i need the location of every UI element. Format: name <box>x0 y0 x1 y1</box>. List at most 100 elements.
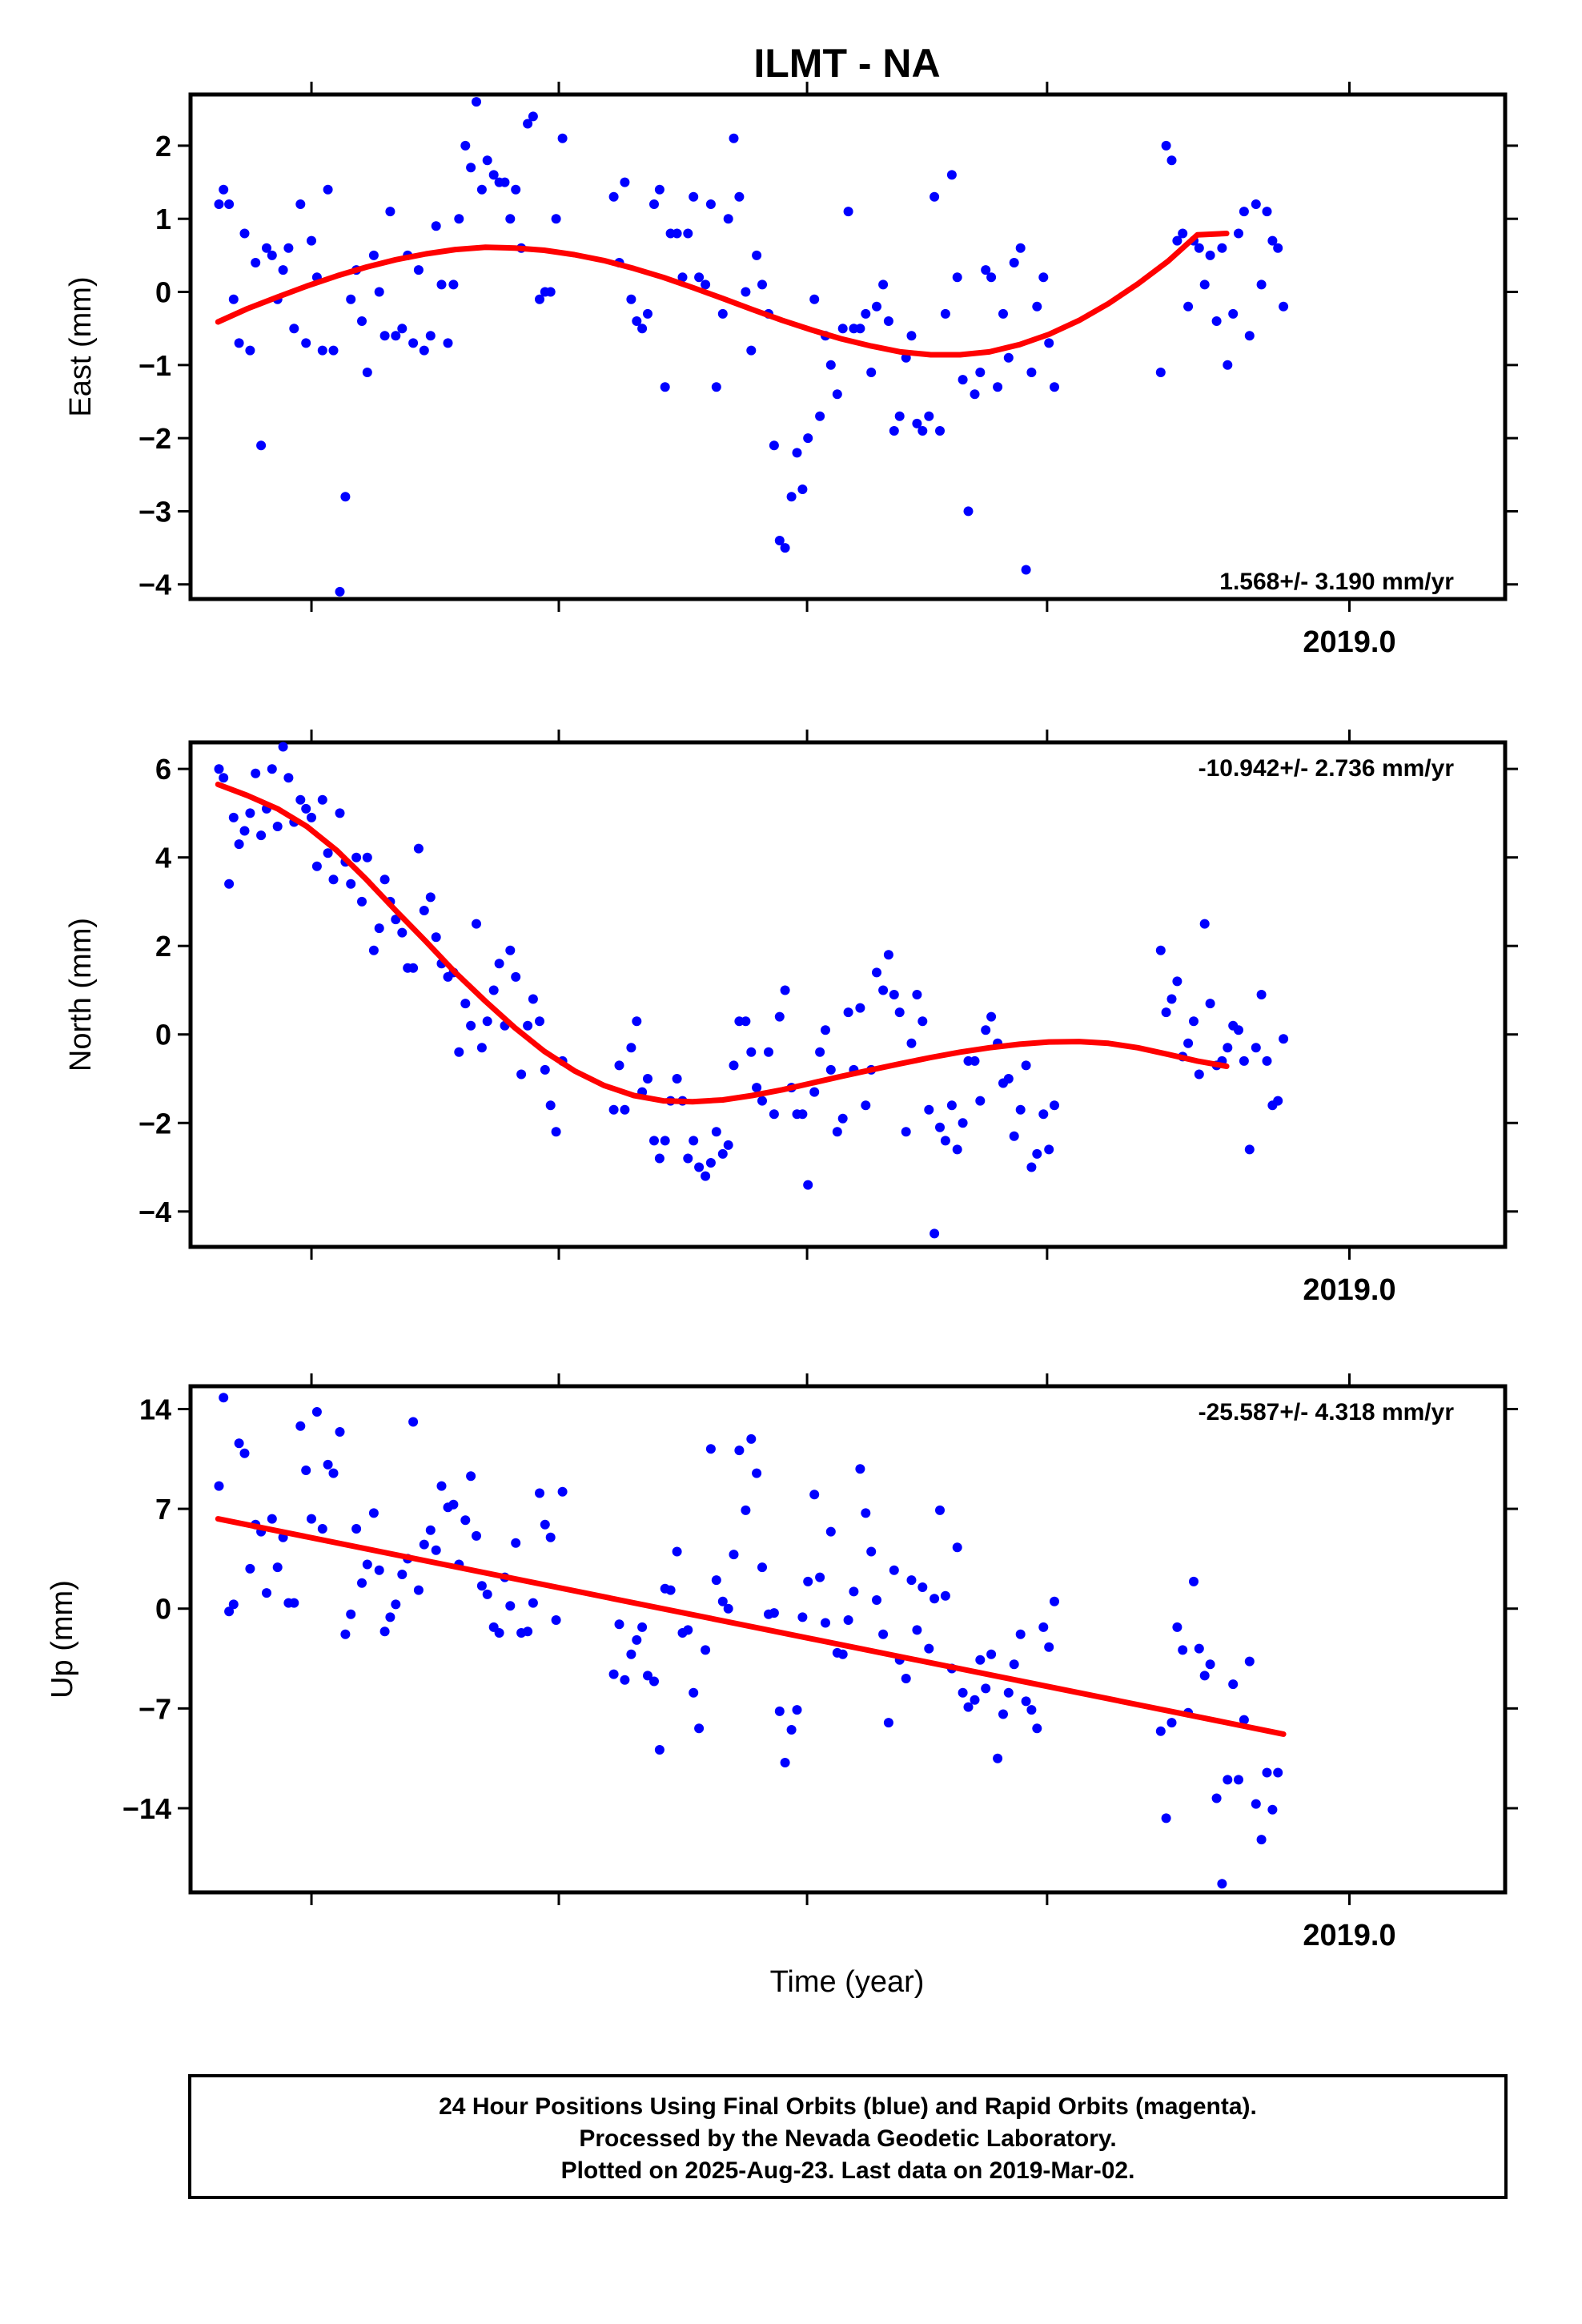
up-data-point <box>1178 1645 1188 1655</box>
north-data-point <box>535 1016 544 1027</box>
up-data-point <box>362 1559 372 1570</box>
north-data-point <box>821 1025 830 1035</box>
north-data-point <box>505 945 516 955</box>
north-data-point <box>861 1100 871 1111</box>
east-ytick-label: −1 <box>139 349 171 382</box>
north-data-point <box>717 1148 728 1159</box>
east-data-point <box>476 184 487 195</box>
north-data-point <box>1183 1038 1194 1048</box>
north-data-point <box>472 919 481 929</box>
up-data-point <box>214 1481 224 1491</box>
up-data-point <box>262 1588 271 1598</box>
north-data-point <box>809 1087 820 1097</box>
east-data-point <box>511 184 521 195</box>
up-data-point <box>391 1599 401 1610</box>
north-data-point <box>975 1096 986 1106</box>
up-data-point <box>1228 1679 1239 1690</box>
north-data-point <box>774 1011 785 1022</box>
east-data-point <box>746 345 757 356</box>
up-data-point <box>1262 1767 1272 1778</box>
up-data-point <box>335 1427 345 1437</box>
east-data-point <box>1003 352 1014 363</box>
up-data-point <box>963 1702 974 1712</box>
up-data-point <box>734 1445 745 1456</box>
east-fit-line <box>215 231 1230 358</box>
east-data-point <box>1234 228 1243 239</box>
up-data-point <box>1009 1659 1019 1670</box>
up-data-point <box>861 1508 871 1518</box>
up-data-point <box>792 1705 802 1715</box>
up-data-point <box>307 1514 316 1524</box>
up-data-point <box>272 1562 283 1573</box>
up-data-point <box>511 1538 521 1548</box>
east-data-point <box>385 207 396 217</box>
east-data-point <box>528 111 538 122</box>
east-data-point <box>256 440 267 451</box>
north-data-point <box>832 1127 842 1137</box>
east-data-point <box>837 324 848 334</box>
east-data-point <box>998 308 1008 319</box>
north-data-point <box>940 1136 950 1146</box>
east-data-point <box>986 272 997 283</box>
up-data-point <box>1166 1718 1177 1728</box>
up-ytick-label: 7 <box>155 1493 171 1526</box>
east-data-point <box>643 308 652 319</box>
north-data-point <box>917 1016 928 1027</box>
north-data-point <box>488 985 499 995</box>
north-data-point <box>1172 976 1182 987</box>
figure-title: ILMT - NA <box>753 41 940 86</box>
up-data-point <box>866 1546 877 1557</box>
up-data-point <box>1161 1813 1171 1823</box>
up-data-point <box>780 1758 790 1767</box>
up-data-point <box>1205 1659 1215 1670</box>
up-plot-frame <box>188 1384 1508 1895</box>
up-data-point <box>379 1626 390 1637</box>
up-data-point <box>1267 1804 1278 1815</box>
north-data-point <box>872 967 881 978</box>
up-data-point <box>774 1706 785 1716</box>
up-data-point <box>431 1545 441 1555</box>
up-data-point <box>340 1629 351 1639</box>
up-data-point <box>419 1539 429 1550</box>
east-data-point <box>752 250 762 260</box>
east-data-point <box>224 199 235 209</box>
up-data-point <box>815 1572 825 1582</box>
north-data-point <box>1256 990 1267 999</box>
north-data-point <box>626 1043 636 1053</box>
east-data-point <box>1273 243 1283 253</box>
up-data-point <box>466 1471 476 1482</box>
up-data-point <box>1044 1642 1054 1652</box>
east-ytick-label: −4 <box>139 569 171 601</box>
north-data-point <box>278 742 288 752</box>
north-data-point <box>803 1180 813 1190</box>
up-data-point <box>786 1725 797 1735</box>
north-data-point <box>901 1127 911 1137</box>
north-ytick-label: 2 <box>155 930 171 963</box>
east-data-point <box>729 133 739 143</box>
north-data-point <box>1234 1025 1243 1035</box>
north-data-point <box>705 1158 716 1168</box>
north-data-point <box>723 1140 733 1150</box>
east-data-point <box>323 184 333 195</box>
north-data-point <box>906 1038 917 1048</box>
east-data-point <box>940 308 950 319</box>
north-data-point <box>267 764 277 774</box>
north-data-point <box>379 875 390 885</box>
east-data-point <box>368 250 379 260</box>
east-data-point <box>379 331 390 341</box>
north-ytick-label: 4 <box>155 842 171 875</box>
up-data-point <box>523 1626 533 1637</box>
north-data-point <box>780 985 790 995</box>
east-data-point <box>505 214 516 224</box>
east-data-point <box>906 331 917 341</box>
up-data-point <box>1199 1671 1210 1681</box>
north-data-point <box>757 1096 767 1106</box>
up-xtick-label: 2019.0 <box>1303 1919 1395 1952</box>
up-data-point <box>643 1671 652 1681</box>
north-data-point <box>837 1113 848 1124</box>
up-data-point <box>476 1581 487 1591</box>
north-data-point <box>614 1060 624 1071</box>
up-data-point <box>975 1655 986 1665</box>
east-data-point <box>1172 235 1182 246</box>
up-data-point <box>436 1481 447 1491</box>
